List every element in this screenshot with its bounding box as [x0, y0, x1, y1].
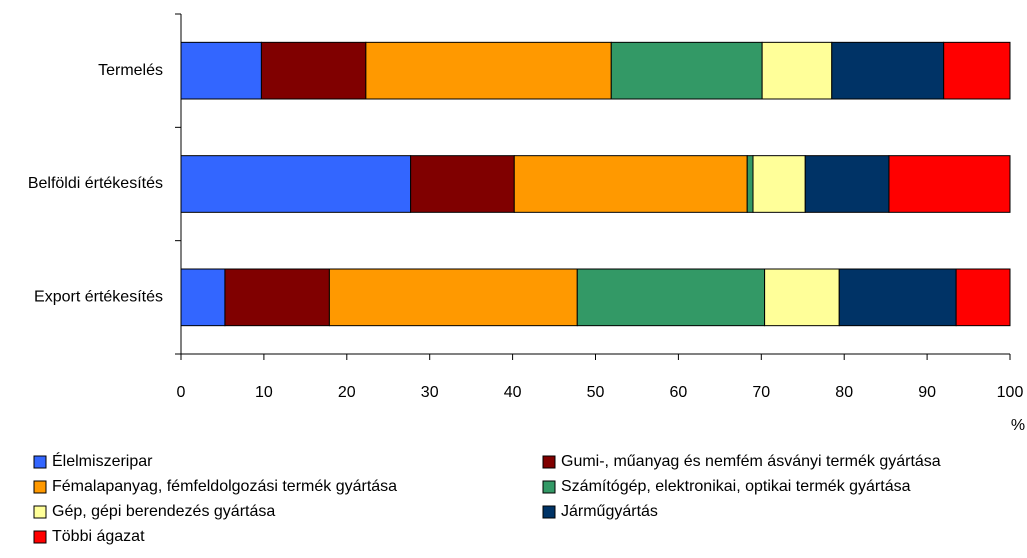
x-tick-label: 20: [338, 384, 356, 401]
x-tick-label: 0: [177, 384, 186, 401]
bar-segment: [260, 41, 367, 100]
bar-segment: [576, 268, 766, 327]
bar-segment: [943, 41, 1011, 100]
x-axis-label: %: [1011, 417, 1025, 434]
x-tick-label: 50: [587, 384, 605, 401]
legend-label: Járműgyártás: [561, 503, 658, 520]
legend-label: Számítógép, elektronikai, optikai termék…: [561, 478, 911, 495]
bar-segment: [746, 155, 754, 213]
bar-segment: [838, 268, 957, 327]
bar-segment: [224, 268, 330, 327]
bar-segment: [888, 155, 1011, 213]
bar-segment: [410, 155, 515, 213]
y-tick-label: Belföldi értékesítés: [28, 175, 163, 192]
bar-segment: [752, 155, 806, 213]
x-tick-label: 40: [504, 384, 522, 401]
y-tick-label: Termelés: [98, 62, 163, 79]
bar-segment: [610, 41, 763, 100]
bar-segment: [180, 268, 226, 327]
legend-label: Gumi-, műanyag és nemfém ásványi termék …: [561, 453, 941, 470]
legend-label: Fémalapanyag, fémfeldolgozási termék gyá…: [52, 478, 397, 495]
x-tick-label: 80: [835, 384, 853, 401]
x-tick-label: 100: [997, 384, 1024, 401]
legend-swatch: [33, 505, 47, 519]
bar-segment: [804, 155, 890, 213]
legend-swatch: [33, 455, 47, 469]
bar-segment: [180, 155, 412, 213]
bar-segment: [328, 268, 578, 327]
x-tick-label: 70: [752, 384, 770, 401]
legend-swatch: [33, 530, 47, 544]
x-tick-label: 90: [918, 384, 936, 401]
legend-label: Élelmiszeripar: [52, 451, 153, 470]
legend-label: Többi ágazat: [52, 528, 145, 545]
legend-swatch: [542, 455, 556, 469]
x-tick-label: 60: [670, 384, 688, 401]
legend-label: Gép, gépi berendezés gyártása: [52, 503, 275, 520]
bar-segment: [831, 41, 945, 100]
bar-segment: [764, 268, 840, 327]
legend-swatch: [542, 480, 556, 494]
bar-segment: [365, 41, 612, 100]
bar-segment: [761, 41, 833, 100]
x-tick-label: 30: [421, 384, 439, 401]
legend-swatch: [542, 505, 556, 519]
bar-segment: [513, 155, 748, 213]
bar-segment: [955, 268, 1011, 327]
x-tick-label: 10: [255, 384, 273, 401]
y-tick-label: Export értékesítés: [34, 289, 163, 306]
legend-swatch: [33, 480, 47, 494]
bar-segment: [180, 41, 262, 100]
